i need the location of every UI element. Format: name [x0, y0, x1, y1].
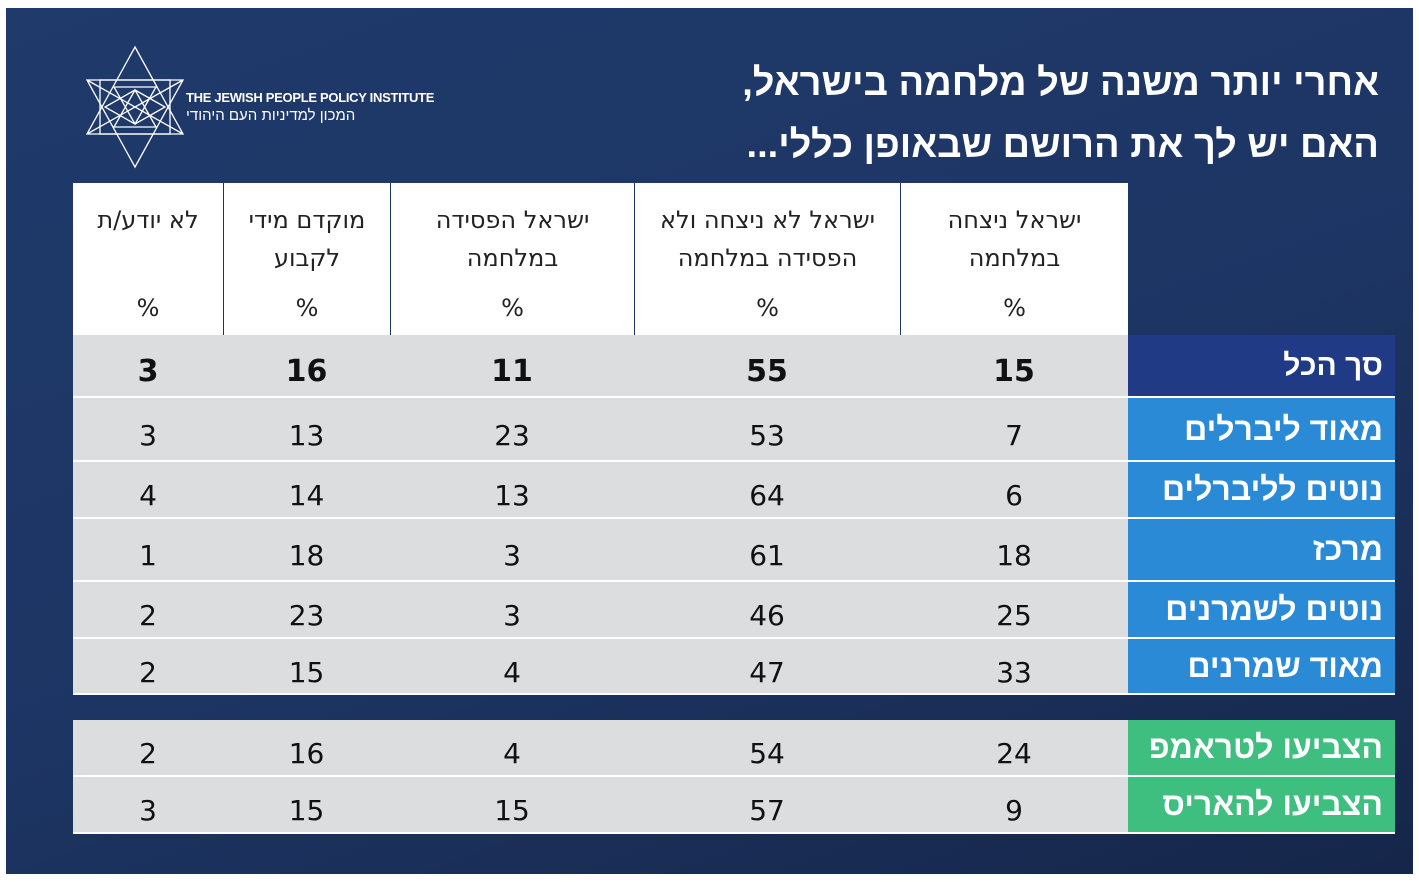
title-line-1: אחרי יותר משנה של מלחמה בישראל,: [742, 62, 1379, 104]
column-unit: %: [501, 294, 524, 322]
table-row: נוטים לליברלים 6 64 13 14 4: [73, 462, 1395, 519]
value-cell: 15: [390, 777, 634, 834]
row-label: נוטים לשמרנים: [1128, 582, 1395, 639]
column-unit: %: [756, 294, 779, 322]
value-cell: 2: [73, 639, 223, 695]
value-cell: 25: [900, 582, 1128, 639]
value-cell: 18: [223, 519, 390, 582]
table-row: מרכז 18 61 3 18 1: [73, 519, 1395, 582]
value-cell: 9: [900, 777, 1128, 834]
column-header: ישראל לא ניצחה ולא הפסידה במלחמה%: [634, 183, 900, 335]
table-row: מאוד ליברלים 7 53 23 13 3: [73, 398, 1395, 462]
value-cell: 3: [73, 335, 223, 398]
table-row: הצביעו לטראמפ 24 54 4 16 2: [73, 720, 1395, 777]
value-cell: 3: [390, 519, 634, 582]
value-cell: 64: [634, 462, 900, 519]
column-header: לא יודע/ת%: [73, 183, 223, 335]
column-header: מוקדם מידי לקבוע%: [223, 183, 390, 335]
column-header-label: מוקדם מידי לקבוע: [248, 206, 366, 272]
value-cell: 13: [223, 398, 390, 462]
value-cell: 53: [634, 398, 900, 462]
value-cell: 4: [73, 462, 223, 519]
page-title: אחרי יותר משנה של מלחמה בישראל, האם יש ל…: [619, 52, 1379, 176]
column-header: ישראל ניצחה במלחמה%: [900, 183, 1128, 335]
value-cell: 46: [634, 582, 900, 639]
value-cell: 6: [900, 462, 1128, 519]
value-cell: 18: [900, 519, 1128, 582]
header-corner: [1128, 183, 1395, 335]
logo-name-he: המכון למדיניות העם היהודי: [186, 107, 356, 124]
table-row: מאוד שמרנים 33 47 4 15 2: [73, 639, 1395, 695]
value-cell: 54: [634, 720, 900, 777]
row-label: מאוד ליברלים: [1128, 398, 1395, 462]
column-header-label: ישראל לא ניצחה ולא הפסידה במלחמה: [660, 206, 875, 272]
value-cell: 15: [223, 639, 390, 695]
value-cell: 16: [223, 335, 390, 398]
row-label: נוטים לליברלים: [1128, 462, 1395, 519]
value-cell: 55: [634, 335, 900, 398]
value-cell: 4: [390, 639, 634, 695]
title-line-2: האם יש לך את הרושם שבאופן כללי...: [746, 124, 1379, 166]
value-cell: 3: [73, 398, 223, 462]
value-cell: 1: [73, 519, 223, 582]
value-cell: 57: [634, 777, 900, 834]
value-cell: 23: [390, 398, 634, 462]
value-cell: 47: [634, 639, 900, 695]
results-table: ישראל ניצחה במלחמה% ישראל לא ניצחה ולא הפ…: [73, 183, 1395, 834]
value-cell: 4: [390, 720, 634, 777]
value-cell: 2: [73, 720, 223, 777]
group-gap: [73, 695, 1395, 720]
row-label: מאוד שמרנים: [1128, 639, 1395, 695]
value-cell: 61: [634, 519, 900, 582]
row-label: הצביעו להאריס: [1128, 777, 1395, 834]
column-header-label: לא יודע/ת: [97, 206, 199, 234]
column-unit: %: [136, 294, 160, 322]
value-cell: 14: [223, 462, 390, 519]
column-header-label: ישראל הפסידה במלחמה: [435, 206, 590, 272]
table-row: סך הכל 15 55 11 16 3: [73, 335, 1395, 398]
value-cell: 33: [900, 639, 1128, 695]
jppi-star-logo-icon: [85, 45, 185, 169]
column-header-label: ישראל ניצחה במלחמה: [947, 206, 1082, 272]
column-unit: %: [295, 294, 319, 322]
column-unit: %: [1003, 294, 1026, 322]
value-cell: 15: [900, 335, 1128, 398]
table-row: הצביעו להאריס 9 57 15 15 3: [73, 777, 1395, 834]
value-cell: 3: [73, 777, 223, 834]
value-cell: 16: [223, 720, 390, 777]
table-row: נוטים לשמרנים 25 46 3 23 2: [73, 582, 1395, 639]
row-label: סך הכל: [1128, 335, 1395, 398]
logo-name-en: THE JEWISH PEOPLE POLICY INSTITUTE: [186, 90, 435, 105]
value-cell: 11: [390, 335, 634, 398]
value-cell: 15: [223, 777, 390, 834]
value-cell: 2: [73, 582, 223, 639]
value-cell: 13: [390, 462, 634, 519]
value-cell: 3: [390, 582, 634, 639]
row-label: הצביעו לטראמפ: [1128, 720, 1395, 777]
row-label: מרכז: [1128, 519, 1395, 582]
table-header: ישראל ניצחה במלחמה% ישראל לא ניצחה ולא הפ…: [73, 183, 1395, 335]
column-header: ישראל הפסידה במלחמה%: [390, 183, 634, 335]
value-cell: 7: [900, 398, 1128, 462]
value-cell: 23: [223, 582, 390, 639]
value-cell: 24: [900, 720, 1128, 777]
